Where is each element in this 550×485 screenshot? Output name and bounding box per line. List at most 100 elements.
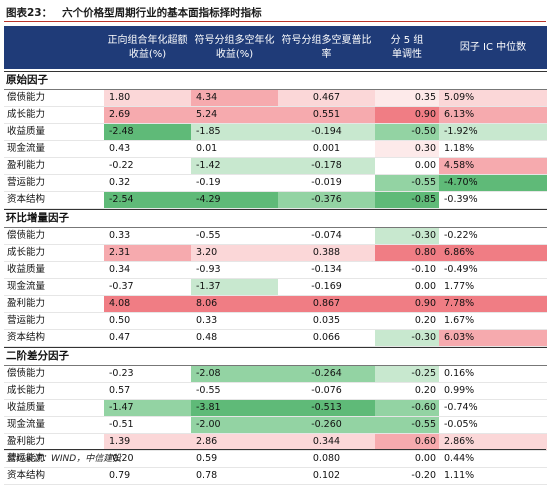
cell-monotonicity: 0.90 (375, 107, 439, 123)
data-table: 原始因子 偿债能力 1.80 4.34 0.467 0.35 5.09% 成长能力 2.69 5.… (4, 71, 547, 485)
cell-longshort-sharpe: -0.178 (278, 158, 375, 174)
row-label: 成长能力 (7, 385, 46, 396)
table-row: 现金流量 -0.51 -2.00 -0.260 -0.55 -0.05% (4, 417, 547, 434)
header-ic-median: 因子 IC 中位数 (459, 41, 527, 53)
row-label: 营运能力 (7, 453, 46, 464)
cell-longshort-sharpe: 0.867 (278, 296, 375, 312)
cell-excess-return: 4.08 (104, 296, 191, 312)
cell-longshort-return: -1.37 (191, 279, 278, 295)
cell-monotonicity: -0.60 (375, 400, 439, 416)
row-label: 营运能力 (7, 177, 46, 188)
cell-monotonicity: 0.60 (375, 434, 439, 450)
table-row: 收益质量 -1.47 -3.81 -0.513 -0.60 -0.74% (4, 400, 547, 417)
header-longshort-return: 符号分组多空年化收益(%) (194, 34, 275, 60)
cell-longshort-sharpe: -0.074 (278, 228, 375, 244)
cell-excess-return: 1.39 (104, 434, 191, 450)
cell-monotonicity: -0.30 (375, 228, 439, 244)
cell-longshort-return: 5.24 (191, 107, 278, 123)
cell-ic-median: -0.74% (439, 400, 547, 416)
cell-ic-median: -4.70% (439, 175, 547, 191)
row-label: 成长能力 (7, 109, 46, 120)
table-row: 偿债能力 1.80 4.34 0.467 0.35 5.09% (4, 90, 547, 107)
cell-ic-median: -0.39% (439, 192, 547, 208)
section-label: 环比增量因子 (6, 212, 69, 224)
figure-title: 图表23： 六个价格型周期行业的基本面指标择时指标 (6, 3, 262, 21)
cell-ic-median: 6.86% (439, 245, 547, 261)
cell-excess-return: 0.47 (104, 330, 191, 346)
section-label: 二阶差分因子 (6, 350, 69, 362)
cell-longshort-return: -0.19 (191, 175, 278, 191)
cell-monotonicity: 0.00 (375, 451, 439, 467)
cell-excess-return: 0.43 (104, 141, 191, 157)
cell-ic-median: -1.92% (439, 124, 547, 140)
cell-longshort-return: -0.55 (191, 228, 278, 244)
table-row: 资本结构 0.47 0.48 0.066 -0.30 6.03% (4, 330, 547, 347)
source-note: 资料来源：WIND，中信建投 (6, 454, 122, 464)
cell-longshort-sharpe: 0.001 (278, 141, 375, 157)
cell-longshort-sharpe: -0.376 (278, 192, 375, 208)
cell-excess-return: 0.57 (104, 383, 191, 399)
cell-longshort-return: -4.29 (191, 192, 278, 208)
cell-monotonicity: 0.00 (375, 158, 439, 174)
cell-longshort-return: 8.06 (191, 296, 278, 312)
row-label: 营运能力 (7, 315, 46, 326)
cell-longshort-return: -1.85 (191, 124, 278, 140)
cell-ic-median: 1.77% (439, 279, 547, 295)
cell-ic-median: 6.03% (439, 330, 547, 346)
cell-longshort-return: 0.78 (191, 468, 278, 484)
row-label: 资本结构 (7, 194, 46, 205)
cell-monotonicity: -0.25 (375, 366, 439, 382)
section-header: 原始因子 (4, 71, 547, 90)
row-label: 收益质量 (7, 402, 46, 413)
cell-ic-median: 0.99% (439, 383, 547, 399)
title-divider (4, 21, 546, 22)
cell-longshort-sharpe: 0.467 (278, 90, 375, 106)
cell-ic-median: 0.16% (439, 366, 547, 382)
row-label: 盈利能力 (7, 160, 46, 171)
row-label: 收益质量 (7, 264, 46, 275)
table-row: 收益质量 0.34 -0.93 -0.134 -0.10 -0.49% (4, 262, 547, 279)
cell-ic-median: -0.05% (439, 417, 547, 433)
cell-longshort-return: 4.34 (191, 90, 278, 106)
table-row: 成长能力 2.69 5.24 0.551 0.90 6.13% (4, 107, 547, 124)
cell-longshort-sharpe: -0.260 (278, 417, 375, 433)
row-label: 偿债能力 (7, 92, 46, 103)
cell-longshort-sharpe: -0.169 (278, 279, 375, 295)
cell-excess-return: 0.34 (104, 262, 191, 278)
cell-ic-median: -0.22% (439, 228, 547, 244)
table-row: 盈利能力 1.39 2.86 0.344 0.60 2.86% (4, 434, 547, 451)
table-row: 收益质量 -2.48 -1.85 -0.194 -0.50 -1.92% (4, 124, 547, 141)
cell-longshort-return: 0.33 (191, 313, 278, 329)
header-excess-return: 正向组合年化超额收益(%) (107, 34, 188, 60)
cell-monotonicity: 0.20 (375, 383, 439, 399)
row-label: 盈利能力 (7, 298, 46, 309)
cell-longshort-return: -2.08 (191, 366, 278, 382)
cell-longshort-sharpe: -0.194 (278, 124, 375, 140)
cell-excess-return: 2.69 (104, 107, 191, 123)
table-bottom-rule (4, 449, 546, 450)
table-row: 营运能力 -0.20 0.59 0.080 0.00 0.44% (4, 451, 547, 468)
table-row: 资本结构 -2.54 -4.29 -0.376 -0.85 -0.39% (4, 192, 547, 209)
cell-longshort-return: 2.86 (191, 434, 278, 450)
cell-longshort-return: -2.00 (191, 417, 278, 433)
cell-longshort-sharpe: 0.102 (278, 468, 375, 484)
row-label: 偿债能力 (7, 230, 46, 241)
cell-longshort-sharpe: 0.035 (278, 313, 375, 329)
cell-longshort-sharpe: -0.076 (278, 383, 375, 399)
cell-excess-return: 0.32 (104, 175, 191, 191)
cell-longshort-sharpe: 0.080 (278, 451, 375, 467)
cell-longshort-sharpe: 0.388 (278, 245, 375, 261)
cell-ic-median: 5.09% (439, 90, 547, 106)
cell-ic-median: -0.49% (439, 262, 547, 278)
table-row: 偿债能力 0.33 -0.55 -0.074 -0.30 -0.22% (4, 228, 547, 245)
row-label: 资本结构 (7, 332, 46, 343)
cell-monotonicity: -0.20 (375, 468, 439, 484)
section-header: 二阶差分因子 (4, 347, 547, 366)
figure-number: 图表23： (6, 6, 53, 19)
header-longshort-sharpe: 符号分组多空夏普比率 (281, 34, 372, 60)
row-label: 资本结构 (7, 470, 46, 481)
row-label: 成长能力 (7, 247, 46, 258)
cell-longshort-return: 0.01 (191, 141, 278, 157)
cell-monotonicity: 0.90 (375, 296, 439, 312)
table-row: 营运能力 0.50 0.33 0.035 0.20 1.67% (4, 313, 547, 330)
